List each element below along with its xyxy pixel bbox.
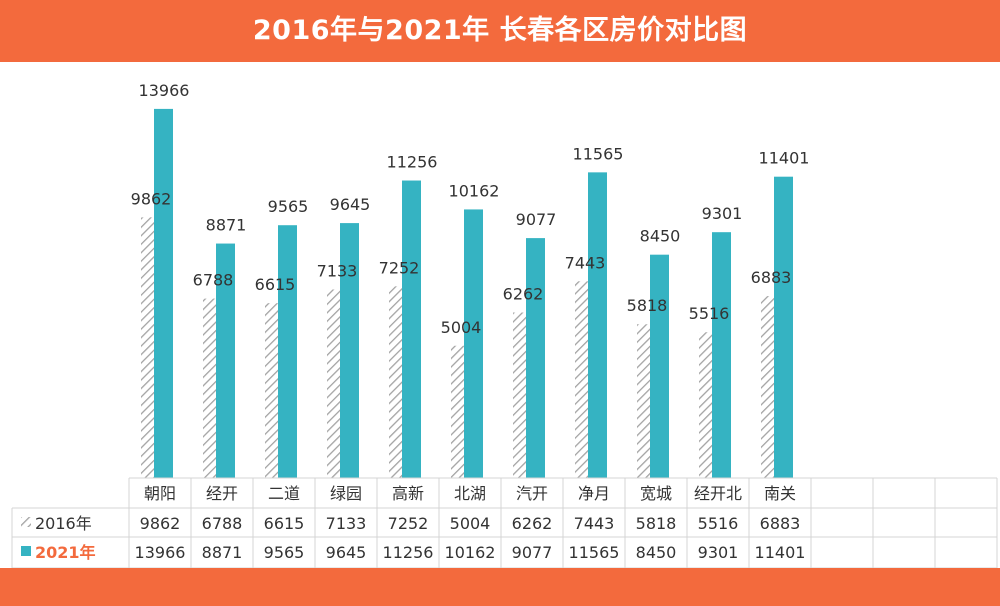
table-value-2021: 11565 — [569, 543, 620, 562]
table-value-2021: 13966 — [135, 543, 186, 562]
table-value-2021: 9565 — [264, 543, 305, 562]
category-label: 绿园 — [330, 484, 362, 503]
category-label: 二道 — [268, 484, 300, 503]
category-label: 经开 — [206, 484, 238, 503]
data-label-2016: 6615 — [255, 275, 296, 294]
data-label-2021: 9565 — [268, 197, 309, 216]
data-label-2016: 6788 — [193, 271, 234, 290]
legend-key-2021 — [21, 546, 31, 556]
data-label-2016: 5818 — [627, 296, 668, 315]
page-title: 2016年与2021年 长春各区房价对比图 — [252, 15, 748, 46]
data-label-2021: 9077 — [516, 210, 557, 229]
table-value-2021: 8871 — [202, 543, 243, 562]
bar-2021 — [402, 180, 421, 478]
data-label-2016: 7252 — [379, 258, 420, 277]
data-label-2021: 11256 — [387, 153, 438, 172]
table-value-2016: 7133 — [326, 514, 367, 533]
category-label: 净月 — [578, 484, 610, 503]
bar-2016 — [141, 217, 154, 478]
legend-key-2016 — [21, 517, 31, 527]
data-label-2021: 8450 — [640, 227, 681, 246]
data-label-2016: 7133 — [317, 261, 358, 280]
category-label: 高新 — [392, 484, 424, 503]
data-label-2016: 5516 — [689, 304, 730, 323]
table-value-2016: 5004 — [450, 514, 491, 533]
bar-2016 — [513, 312, 526, 478]
chart-panel: 9862 13966 6788 8871 6615 9565 7133 9645 7252 112… — [0, 62, 1000, 569]
data-label-2016: 5004 — [441, 318, 482, 337]
bar-2021 — [154, 108, 173, 479]
bar-2021 — [712, 232, 731, 478]
data-label-2021: 13966 — [139, 81, 190, 100]
table-value-2021: 9301 — [698, 543, 739, 562]
data-label-2021: 10162 — [449, 181, 500, 200]
bar-2021 — [340, 223, 359, 478]
table-value-2016: 9862 — [140, 514, 181, 533]
bar-2021 — [216, 243, 235, 478]
table-value-2016: 6788 — [202, 514, 243, 533]
bar-2021 — [526, 238, 545, 478]
bar-2021 — [650, 254, 669, 478]
bar-2016 — [203, 298, 216, 478]
table-value-2021: 8450 — [636, 543, 677, 562]
table-value-2021: 10162 — [445, 543, 496, 562]
bar-2021 — [278, 225, 297, 478]
data-label-2016: 6262 — [503, 285, 544, 304]
category-label: 经开北 — [694, 484, 742, 503]
bar-2021 — [588, 172, 607, 478]
bar-2016 — [699, 332, 712, 478]
bar-2016 — [451, 345, 464, 478]
category-label: 宽城 — [640, 484, 672, 503]
bottom-banner — [0, 568, 1000, 606]
title-banner — [0, 0, 1000, 62]
data-label-2021: 11401 — [759, 149, 810, 168]
data-label-2021: 8871 — [206, 216, 247, 235]
bar-2016 — [327, 289, 340, 478]
bar-2016 — [265, 303, 278, 478]
table-value-2016: 6615 — [264, 514, 305, 533]
data-label-2016: 7443 — [565, 253, 606, 272]
table-value-2016: 5516 — [698, 514, 739, 533]
legend-label-2016: 2016年 — [35, 514, 92, 533]
data-label-2021: 11565 — [573, 144, 624, 163]
legend-label-2021: 2021年 — [35, 543, 96, 562]
category-label: 北湖 — [454, 484, 486, 503]
bar-2016 — [389, 286, 402, 478]
bar-2021 — [464, 209, 483, 478]
category-label: 南关 — [764, 484, 796, 503]
bar-2021 — [774, 176, 793, 478]
table-value-2016: 6262 — [512, 514, 553, 533]
bar-2016 — [575, 281, 588, 478]
category-label: 汽开 — [516, 484, 548, 503]
category-label: 朝阳 — [144, 484, 176, 503]
table-value-2021: 9645 — [326, 543, 367, 562]
bar-2016 — [637, 324, 650, 478]
table-value-2021: 9077 — [512, 543, 553, 562]
table-value-2016: 7252 — [388, 514, 429, 533]
bar-2016 — [761, 296, 774, 478]
table-value-2021: 11256 — [383, 543, 434, 562]
data-label-2016: 6883 — [751, 268, 792, 287]
data-label-2016: 9862 — [131, 189, 172, 208]
table-value-2016: 6883 — [760, 514, 801, 533]
bar-chart: 9862 13966 6788 8871 6615 9565 7133 9645 7252 112… — [11, 81, 998, 569]
data-label-2021: 9301 — [702, 204, 743, 223]
table-value-2016: 7443 — [574, 514, 615, 533]
table-value-2016: 5818 — [636, 514, 677, 533]
data-label-2021: 9645 — [330, 195, 371, 214]
table-value-2021: 11401 — [755, 543, 806, 562]
